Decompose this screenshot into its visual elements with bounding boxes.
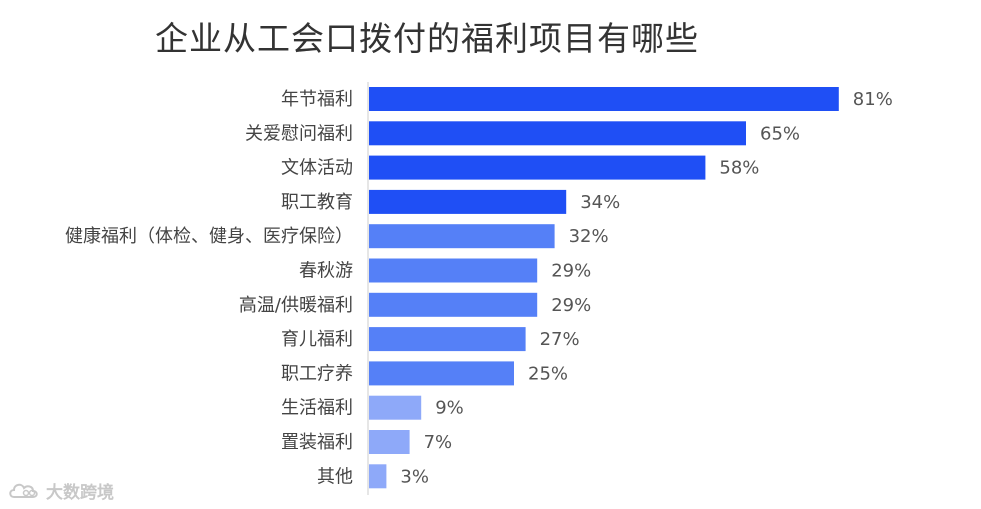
- cloud-logo-icon: [8, 480, 42, 502]
- value-label-10: 7%: [424, 432, 453, 453]
- bar-10: [369, 430, 410, 454]
- watermark: 大数跨境: [8, 478, 114, 503]
- value-label-7: 27%: [540, 329, 580, 350]
- value-label-2: 58%: [719, 158, 759, 179]
- value-label-9: 9%: [435, 398, 464, 419]
- watermark-text: 大数跨境: [46, 483, 114, 503]
- bar-6: [369, 292, 538, 317]
- category-label-0: 年节福利: [281, 89, 353, 110]
- category-label-11: 其他: [317, 466, 353, 487]
- bar-11: [369, 464, 387, 489]
- category-label-3: 职工教育: [281, 192, 353, 213]
- value-label-1: 65%: [760, 123, 800, 144]
- bar-9: [369, 395, 422, 420]
- value-label-3: 34%: [580, 192, 620, 213]
- bar-5: [369, 258, 538, 283]
- value-label-6: 29%: [551, 295, 591, 316]
- category-label-9: 生活福利: [281, 398, 353, 419]
- bar-7: [369, 327, 526, 352]
- category-label-8: 职工疗养: [281, 363, 353, 384]
- category-label-7: 育儿福利: [281, 329, 353, 350]
- category-label-2: 文体活动: [281, 158, 353, 179]
- bar-1: [369, 121, 746, 146]
- category-label-1: 关爱慰问福利: [245, 123, 353, 144]
- bars-layer: 年节福利 81% 关爱慰问福利 65% 文体活动 58% 职工教育 34% 健康福利（体检、健身…: [65, 87, 893, 489]
- bar-8: [369, 361, 514, 386]
- category-label-4: 健康福利（体检、健身、医疗保险）: [65, 226, 353, 247]
- category-label-5: 春秋游: [299, 261, 353, 282]
- bar-4: [369, 224, 555, 249]
- bar-0: [369, 87, 839, 111]
- category-label-10: 置装福利: [281, 432, 353, 453]
- value-label-5: 29%: [551, 261, 591, 282]
- value-label-4: 32%: [569, 226, 609, 247]
- value-label-11: 3%: [400, 466, 429, 487]
- category-label-6: 高温/供暖福利: [239, 295, 353, 316]
- bar-2: [369, 155, 706, 180]
- value-label-0: 81%: [853, 89, 893, 110]
- bar-3: [369, 189, 567, 214]
- chart-title: 企业从工会口拨付的福利项目有哪些: [155, 19, 699, 58]
- value-label-8: 25%: [528, 363, 568, 384]
